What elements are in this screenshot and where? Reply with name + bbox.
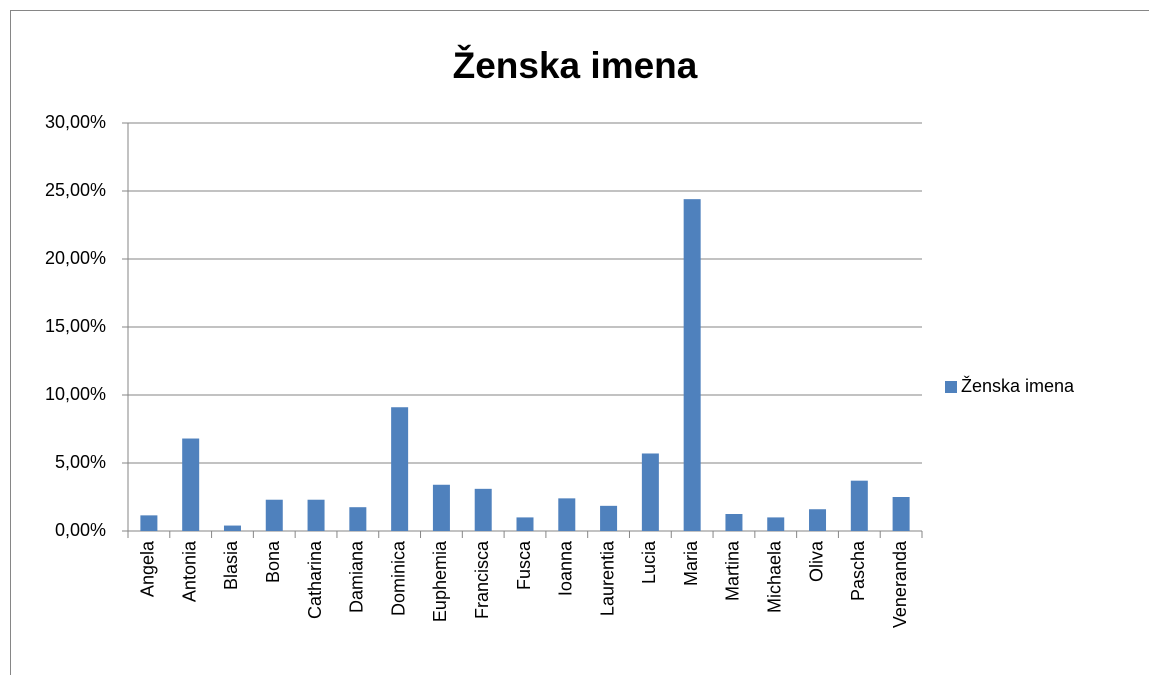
x-tick-label: Angela xyxy=(138,540,158,597)
y-tick-label: 10,00% xyxy=(45,384,106,404)
bar xyxy=(809,509,827,531)
x-tick-label: Pascha xyxy=(848,540,868,601)
x-tick-label: Oliva xyxy=(806,540,826,582)
bar xyxy=(265,499,283,531)
chart-title: Ženska imena xyxy=(453,44,698,86)
x-tick-label: Antonia xyxy=(179,540,199,602)
bar xyxy=(140,515,158,531)
bar xyxy=(349,507,367,531)
x-tick-label: Fusca xyxy=(514,540,534,590)
x-tick-label: Maria xyxy=(681,540,701,586)
y-tick-label: 20,00% xyxy=(45,248,106,268)
bar xyxy=(767,517,785,531)
legend-label: Ženska imena xyxy=(961,376,1075,396)
y-tick-label: 30,00% xyxy=(45,112,106,132)
x-tick-label: Ioanna xyxy=(556,540,576,596)
x-tick-label: Martina xyxy=(723,540,743,601)
bar xyxy=(307,499,325,531)
bar xyxy=(641,453,659,531)
x-tick-label: Michaela xyxy=(764,540,784,613)
bar xyxy=(683,199,701,531)
x-tick-label: Laurentia xyxy=(597,540,617,616)
x-tick-label: Bona xyxy=(263,540,283,583)
bar xyxy=(391,407,409,531)
x-tick-label: Damiana xyxy=(347,540,367,613)
bar xyxy=(516,517,534,531)
bar xyxy=(725,514,743,531)
bar xyxy=(558,498,576,531)
x-tick-label: Lucia xyxy=(639,540,659,584)
chart-border xyxy=(10,10,1149,675)
bar xyxy=(600,505,618,531)
y-tick-label: 0,00% xyxy=(55,520,106,540)
bar xyxy=(474,488,492,531)
x-tick-label: Dominica xyxy=(388,540,408,616)
y-tick-label: 25,00% xyxy=(45,180,106,200)
x-tick-label: Euphemia xyxy=(430,540,450,622)
x-tick-label: Veneranda xyxy=(890,540,910,628)
bar xyxy=(432,484,450,531)
x-tick-label: Francisca xyxy=(472,540,492,619)
x-tick-label: Blasia xyxy=(221,540,241,590)
bar xyxy=(850,480,868,531)
y-tick-label: 5,00% xyxy=(55,452,106,472)
bar xyxy=(892,497,910,531)
y-tick-label: 15,00% xyxy=(45,316,106,336)
legend-swatch xyxy=(945,381,957,393)
bar xyxy=(223,525,241,531)
x-tick-label: Catharina xyxy=(305,540,325,619)
bar xyxy=(182,438,200,531)
